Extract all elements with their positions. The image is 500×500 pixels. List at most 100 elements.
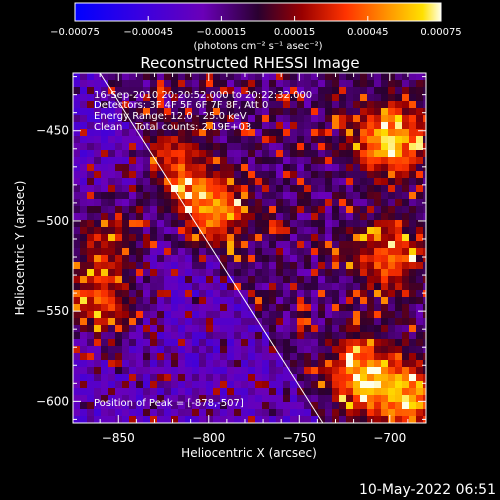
heatmap-cell xyxy=(332,332,339,339)
heatmap-cell xyxy=(395,311,402,318)
heatmap-cell xyxy=(241,248,248,255)
heatmap-cell xyxy=(94,304,101,311)
heatmap-cell xyxy=(395,409,402,416)
heatmap-cell xyxy=(178,269,185,276)
heatmap-cell xyxy=(227,185,234,192)
heatmap-cell xyxy=(402,234,409,241)
heatmap-cell xyxy=(136,241,143,248)
heatmap-cell xyxy=(416,157,423,164)
heatmap-cell xyxy=(164,402,171,409)
heatmap-cell xyxy=(185,227,192,234)
heatmap-cell xyxy=(150,290,157,297)
heatmap-cell xyxy=(157,269,164,276)
heatmap-cell xyxy=(374,311,381,318)
heatmap-cell xyxy=(129,353,136,360)
heatmap-cell xyxy=(269,192,276,199)
heatmap-cell xyxy=(346,283,353,290)
heatmap-cell xyxy=(402,122,409,129)
heatmap-cell xyxy=(73,150,80,157)
heatmap-cell xyxy=(178,108,185,115)
heatmap-cell xyxy=(241,220,248,227)
heatmap-cell xyxy=(332,157,339,164)
heatmap-cell xyxy=(73,360,80,367)
heatmap-cell xyxy=(325,409,332,416)
heatmap-cell xyxy=(276,241,283,248)
x-tick-label: −750 xyxy=(283,431,316,445)
heatmap-cell xyxy=(339,325,346,332)
heatmap-cell xyxy=(409,185,416,192)
heatmap-cell xyxy=(416,136,423,143)
heatmap-cell xyxy=(185,262,192,269)
heatmap-cell xyxy=(157,255,164,262)
heatmap-cell xyxy=(220,206,227,213)
heatmap-cell xyxy=(185,388,192,395)
heatmap-cell xyxy=(304,122,311,129)
heatmap-cell xyxy=(339,87,346,94)
heatmap-cell xyxy=(423,304,426,311)
heatmap-cell xyxy=(346,241,353,248)
heatmap-cell xyxy=(388,115,395,122)
heatmap-cell xyxy=(395,192,402,199)
heatmap-cell xyxy=(241,409,248,416)
heatmap-cell xyxy=(360,220,367,227)
heatmap-cell xyxy=(206,143,213,150)
heatmap-cell xyxy=(304,290,311,297)
heatmap-cell xyxy=(164,80,171,87)
heatmap-cell xyxy=(381,185,388,192)
heatmap-cell xyxy=(108,143,115,150)
heatmap-cell xyxy=(220,227,227,234)
heatmap-cell xyxy=(318,276,325,283)
heatmap-cell xyxy=(311,192,318,199)
heatmap-cell xyxy=(206,388,213,395)
heatmap-cell xyxy=(220,269,227,276)
heatmap-cell xyxy=(367,374,374,381)
heatmap-cell xyxy=(409,339,416,346)
heatmap-cell xyxy=(283,269,290,276)
heatmap-cell xyxy=(367,332,374,339)
heatmap-cell xyxy=(262,241,269,248)
heatmap-cell xyxy=(143,283,150,290)
heatmap-cell xyxy=(192,325,199,332)
heatmap-cell xyxy=(129,178,136,185)
heatmap-cell xyxy=(304,325,311,332)
heatmap-cell xyxy=(423,262,426,269)
heatmap-cell xyxy=(283,395,290,402)
heatmap-cell xyxy=(416,381,423,388)
heatmap-cell xyxy=(241,80,248,87)
heatmap-cell xyxy=(136,171,143,178)
heatmap-image xyxy=(73,73,426,423)
heatmap-cell xyxy=(150,381,157,388)
heatmap-cell xyxy=(136,129,143,136)
heatmap-cell xyxy=(108,129,115,136)
heatmap-cell xyxy=(150,234,157,241)
heatmap-cell xyxy=(374,136,381,143)
heatmap-cell xyxy=(409,94,416,101)
heatmap-cell xyxy=(409,402,416,409)
heatmap-cell xyxy=(402,276,409,283)
heatmap-cell xyxy=(360,374,367,381)
heatmap-cell xyxy=(332,164,339,171)
heatmap-cell xyxy=(164,192,171,199)
heatmap-cell xyxy=(283,297,290,304)
heatmap-cell xyxy=(80,122,87,129)
heatmap-cell xyxy=(122,346,129,353)
heatmap-cell xyxy=(122,87,129,94)
heatmap-cell xyxy=(234,325,241,332)
heatmap-cell xyxy=(409,171,416,178)
heatmap-cell xyxy=(388,143,395,150)
heatmap-cell xyxy=(234,171,241,178)
heatmap-cell xyxy=(255,227,262,234)
heatmap-cell xyxy=(164,409,171,416)
heatmap-cell xyxy=(143,318,150,325)
annotation-block: 16-Sep-2010 20:20:52.000 to 20:22:32.000… xyxy=(94,90,312,133)
heatmap-cell xyxy=(192,122,199,129)
heatmap-cell xyxy=(283,416,290,423)
heatmap-cell xyxy=(143,402,150,409)
heatmap-cell xyxy=(339,213,346,220)
heatmap-cell xyxy=(248,227,255,234)
heatmap-cell xyxy=(402,241,409,248)
heatmap-cell xyxy=(374,115,381,122)
heatmap-cell xyxy=(346,248,353,255)
heatmap-cell xyxy=(213,220,220,227)
heatmap-cell xyxy=(122,255,129,262)
